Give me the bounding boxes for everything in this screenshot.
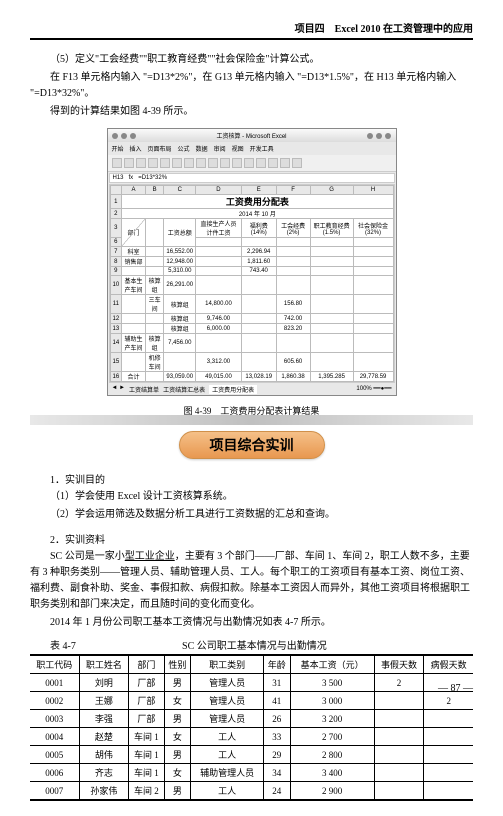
excel-screenshot: 工资核算 - Microsoft Excel 开始插入页面布局公式数据审阅视图开…	[107, 128, 397, 396]
employee-table: 职工代码职工姓名部门性别职工类别年龄基本工资（元）事假天数病假天数 0001刘明…	[30, 654, 473, 801]
excel-toolbar	[108, 155, 396, 172]
s2-p1: SC 公司是一家小型工业企业，主要有 3 个部门——厂部、车间 1、车间 2，职…	[30, 549, 473, 613]
para-3: 得到的计算结果如图 4-39 所示。	[30, 104, 473, 120]
page-header: 项目四 Excel 2010 在工资管理中的应用	[30, 20, 473, 40]
excel-titlebar: 工资核算 - Microsoft Excel	[108, 129, 396, 142]
sub-2: 2．实训资料	[30, 531, 473, 546]
para-2: 在 F13 单元格内输入 "=D13*2%"，在 G13 单元格内输入 "=D1…	[30, 70, 473, 102]
section-banner: 项目综合实训	[30, 415, 473, 459]
excel-tabs: ◄ ►工资结算单工资结算汇总表工资费用分配表 100% ━━●━━	[108, 384, 396, 395]
s2-p2: 2014 年 1 月份公司职工基本工资情况与出勤情况如表 4-7 所示。	[30, 615, 473, 631]
para-1: （5）定义"工会经费""职工教育经费""社会保险金"计算公式。	[30, 52, 473, 68]
s1-2: （2）学会运用筛选及数据分析工具进行工资数据的汇总和查询。	[30, 507, 473, 523]
s1-1: （1）学会使用 Excel 设计工资核算系统。	[30, 489, 473, 505]
table-caption: 表 4-7 SC 公司职工基本情况与出勤情况	[30, 637, 473, 652]
excel-formula-bar: H13fx=D13*32%	[109, 173, 395, 183]
sub-1: 1．实训目的	[30, 471, 473, 486]
excel-title-text: 工资核算 - Microsoft Excel	[216, 131, 286, 140]
excel-sheet-table: ABCDEFGH 1工资费用分配表 22014 年 10 月 3部门工资总额直接…	[110, 185, 394, 382]
excel-menu: 开始插入页面布局公式数据审阅视图开发工具	[108, 142, 396, 155]
page-number: 87	[438, 683, 473, 694]
